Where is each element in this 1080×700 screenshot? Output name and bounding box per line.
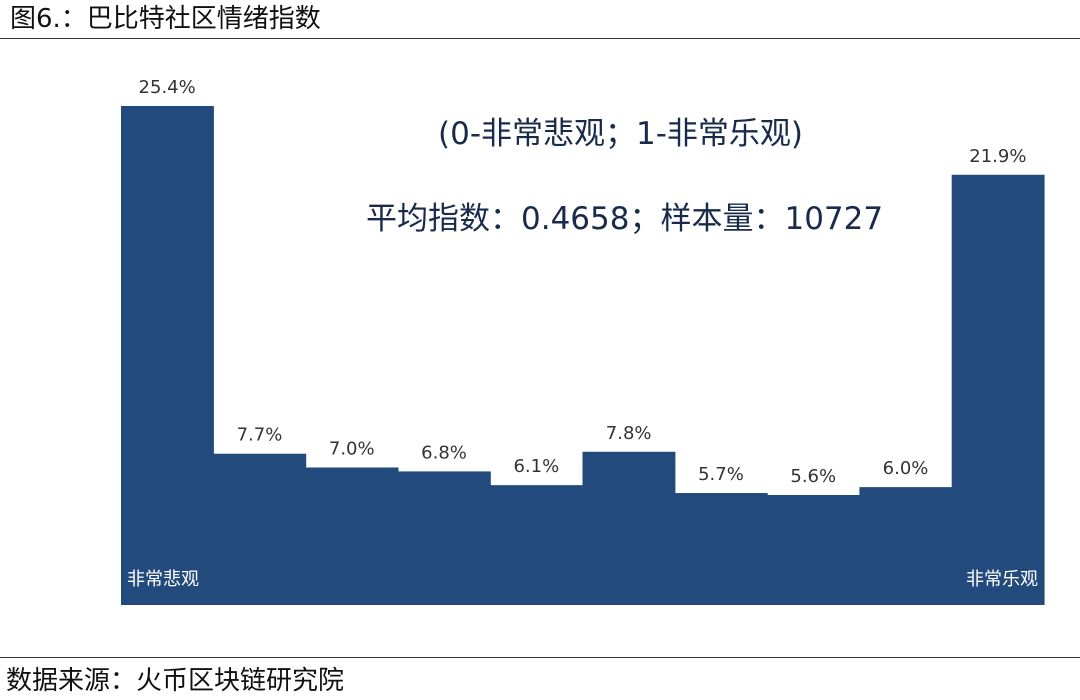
bar-1 [121,106,214,605]
bar-9 [859,487,953,605]
bar-value-label: 6.1% [513,456,559,477]
source-note: 数据来源：火币区块链研究院 [6,666,345,696]
bar-value-label: 7.0% [329,438,375,459]
bar-value-label: 7.8% [606,423,652,444]
bar-value-label: 5.7% [698,464,744,485]
bar-value-label: 7.7% [237,425,283,446]
bar-value-label: 25.4% [139,77,196,98]
top-divider [0,38,1080,39]
bar-value-label: 6.8% [421,442,467,463]
bar-2 [213,453,307,605]
bar-value-label: 5.6% [790,466,836,487]
scale-annotation: (0-非常悲观；1-非常乐观) [438,116,804,152]
bar-8 [767,494,860,605]
bar-7 [674,493,768,605]
bar-5 [490,485,584,605]
bar-10 [951,174,1045,606]
bar-6 [582,451,676,605]
bar-4 [397,471,491,605]
figure-title: 图6.：巴比特社区情绪指数 [10,4,321,34]
summary-annotation: 平均指数：0.4658；样本量：10727 [366,201,884,237]
bar-value-label: 21.9% [969,146,1026,167]
bar-value-label: 6.0% [883,458,929,479]
end-label-optimistic: 非常乐观 [966,569,1038,590]
bar-3 [305,467,399,605]
bottom-divider [0,657,1080,658]
end-label-pessimistic: 非常悲观 [127,569,199,590]
